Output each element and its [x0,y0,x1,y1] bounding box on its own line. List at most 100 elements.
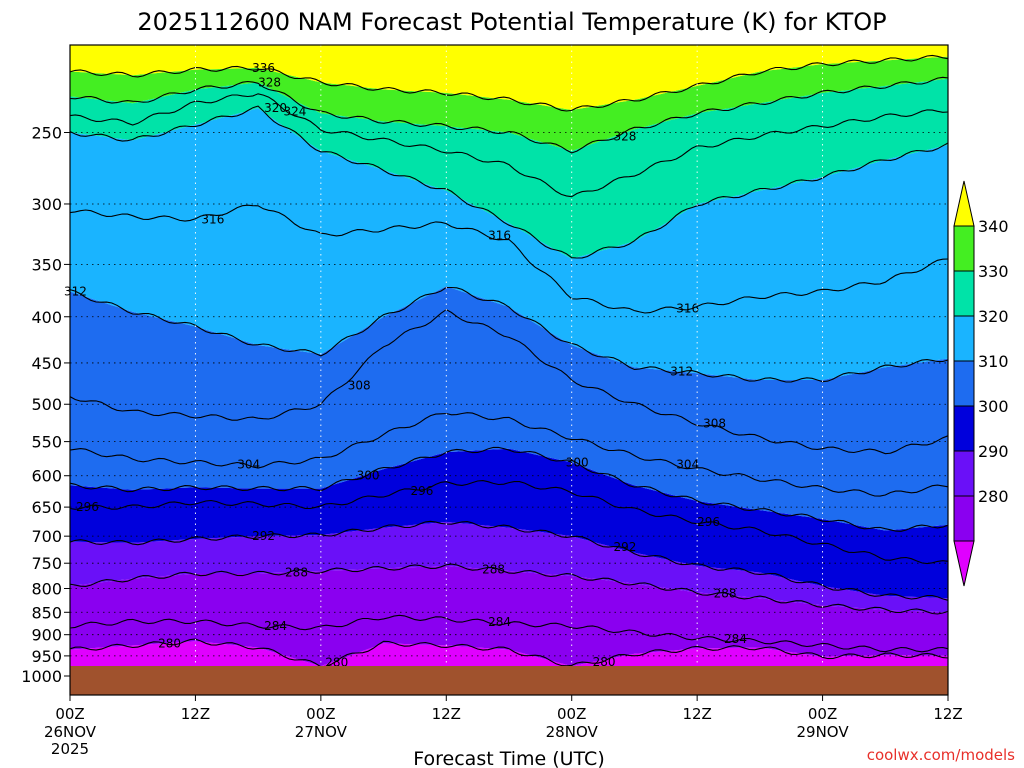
colorbar-label: 340 [978,217,1009,236]
theta-band [70,448,948,599]
ground-below-surface [70,666,948,695]
y-tick-label: 650 [31,498,62,517]
contour-label: 308 [348,379,371,393]
contour-label: 280 [325,655,348,669]
contour-label: 308 [703,416,726,430]
colorbar-segment [953,225,975,272]
y-tick-label: 800 [31,580,62,599]
y-tick-label: 550 [31,433,62,452]
colorbar-bottom-arrow [953,540,975,587]
colorbar-label: 290 [978,442,1009,461]
theta-band [70,565,948,667]
chart-title: 2025112600 NAM Forecast Potential Temper… [137,8,886,36]
theta-band [70,78,948,259]
contour-label: 284 [488,615,511,629]
contour-labels: 3363283203243283163123163083123163083003… [64,61,747,670]
x-tick-label: 12Z [181,705,210,723]
contour-label: 280 [593,655,616,669]
contour-line [69,308,949,455]
plot-area [70,45,948,695]
colorbar-label: 300 [978,397,1009,416]
contour-label: 288 [285,566,308,580]
contour-label: 336 [252,61,275,75]
colorbar-label: 330 [978,262,1009,281]
contour-line [69,446,949,532]
colorbar-label: 280 [978,487,1009,506]
x-date-label: 27NOV [295,723,348,741]
colorbar-segment [953,450,975,497]
contour-line [69,614,949,653]
x-year-label: 2025 [51,740,89,758]
contour-line [69,412,949,497]
y-tick-label: 500 [31,395,62,414]
y-tick-label: 900 [31,626,62,645]
y-axis-pressure: 250 300 350 400 450 500 550 600 650 700 750 800 850 9… [21,123,70,686]
colorbar-top-arrow [953,180,975,227]
contour-label: 320 [264,101,287,115]
contour-label: 284 [264,619,287,633]
contour-label: 292 [614,540,637,554]
contour-line [69,638,949,668]
contour-label: 288 [714,586,737,600]
y-tick-label: 300 [31,195,62,214]
contour-label: 316 [201,212,224,226]
theta-band [70,56,948,151]
contour-label: 328 [614,130,637,144]
credit-text: coolwx.com/models [867,746,1015,764]
x-tick-label: 12Z [933,705,962,723]
contour-lines [69,54,949,668]
y-tick-label: 600 [31,467,62,486]
colorbar-segment [953,495,975,542]
contour-label: 296 [697,515,720,529]
x-date-label: 28NOV [546,723,599,741]
y-tick-label: 350 [31,255,62,274]
colorbar-segment [953,270,975,317]
colorbar: 340 330 320 310 300 290 280 [953,180,1009,587]
contour-line [69,480,949,565]
x-tick-label: 00Z [306,705,335,723]
x-date-label: 29NOV [797,723,850,741]
contour-line [69,204,949,314]
colorbar-label: 310 [978,352,1009,371]
theta-band [70,45,948,110]
contour-label: 280 [158,636,181,650]
contour-line [69,520,949,601]
contour-line [69,76,949,154]
y-tick-label: 950 [31,647,62,666]
contour-line [69,54,949,112]
y-tick-label: 750 [31,554,62,573]
contour-label: 304 [676,458,699,472]
contour-label: 316 [676,302,699,316]
contour-line [69,93,949,198]
x-tick-label: 00Z [55,705,84,723]
colorbar-segment [953,315,975,362]
colorbar-label: 320 [978,307,1009,326]
x-date-label: 26NOV [44,723,97,741]
contour-label: 316 [488,228,511,242]
contour-label: 300 [566,455,589,469]
contour-label: 288 [482,562,505,576]
y-tick-label: 250 [31,123,62,142]
colorbar-segment [953,360,975,407]
contour-label: 312 [670,364,693,378]
y-tick-label: 700 [31,527,62,546]
grid-lines [70,45,948,666]
y-tick-label: 400 [31,308,62,327]
theta-band [70,521,948,613]
contour-label: 284 [724,632,747,646]
contour-label: 324 [284,105,307,119]
y-tick-label: 850 [31,603,62,622]
x-tick-label: 00Z [557,705,586,723]
theta-band [70,108,948,380]
theta-band [70,286,948,531]
x-tick-label: 12Z [432,705,461,723]
ground-fill [70,666,948,695]
contour-line [69,563,949,615]
contour-label: 296 [410,484,433,498]
colorbar-segment [953,405,975,452]
plot-frame [69,44,949,696]
contour-label: 312 [64,284,87,298]
contour-line [69,105,949,259]
x-axis-label: Forecast Time (UTC) [413,748,604,768]
